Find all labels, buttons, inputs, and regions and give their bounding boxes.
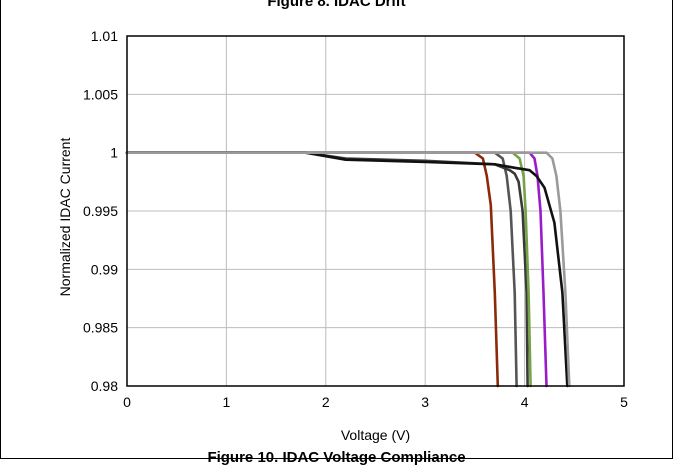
x-tick-label: 4 bbox=[521, 394, 529, 410]
y-tick-label: 0.985 bbox=[83, 320, 118, 336]
x-tick-labels: 0 1 2 3 4 5 bbox=[123, 394, 628, 410]
series-lines bbox=[125, 151, 571, 388]
x-tick-label: 2 bbox=[322, 394, 330, 410]
y-tick-label: 0.995 bbox=[83, 203, 118, 219]
x-axis-title: Voltage (V) bbox=[341, 427, 410, 443]
plot-area-border bbox=[126, 35, 625, 387]
y-tick-label: 0.98 bbox=[91, 378, 118, 394]
x-tick-label: 5 bbox=[620, 394, 628, 410]
y-tick-label: 1 bbox=[110, 145, 118, 161]
y-tick-label: 1.005 bbox=[83, 86, 118, 102]
x-tick-label: 0 bbox=[123, 394, 131, 410]
y-tick-label: 0.99 bbox=[91, 261, 118, 277]
grid-lines bbox=[126, 35, 625, 387]
y-tick-label: 1.01 bbox=[91, 28, 118, 44]
x-tick-label: 3 bbox=[421, 394, 429, 410]
bottom-figure-caption: Figure 10. IDAC Voltage Compliance bbox=[207, 449, 466, 466]
x-tick-label: 1 bbox=[223, 394, 231, 410]
y-tick-labels: 0.98 0.985 0.99 0.995 1 1.005 1.01 bbox=[83, 28, 118, 394]
series-line-7 bbox=[125, 151, 571, 388]
y-axis-title: Normalized IDAC Current bbox=[57, 138, 73, 297]
top-figure-caption: Figure 8. IDAC Drift bbox=[267, 0, 406, 10]
series-line-6 bbox=[125, 151, 569, 388]
